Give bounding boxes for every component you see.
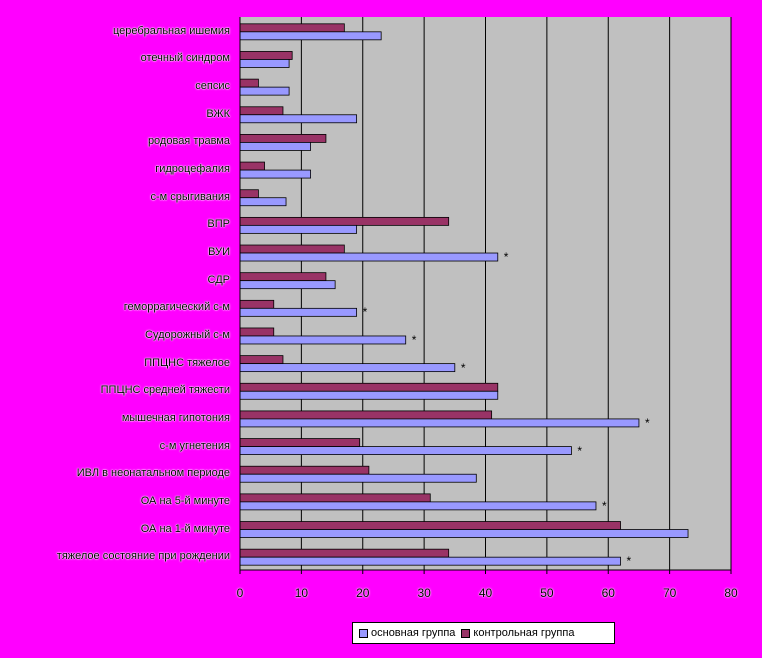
bar-main-group	[239, 335, 407, 345]
gridlines	[300, 17, 732, 570]
tick-label: 70	[662, 586, 677, 600]
bar-main-group	[239, 31, 382, 41]
significance-star: *	[460, 360, 466, 375]
category-label: ППЦНС тяжелое	[144, 356, 230, 369]
bar-main-group	[239, 142, 311, 151]
legend-label-main: основная группа	[371, 627, 456, 639]
bar-control-group	[239, 355, 284, 365]
bar-control-group	[239, 382, 499, 392]
tick-label: 0	[236, 586, 244, 600]
significance-star: *	[362, 305, 368, 320]
bar-control-group	[239, 189, 259, 199]
bar-control-group	[239, 244, 345, 254]
bar-control-group	[239, 438, 361, 447]
significance-star: *	[644, 415, 650, 430]
bar-control-group	[239, 51, 293, 60]
significance-star: *	[503, 250, 509, 265]
legend-swatch-control	[461, 628, 471, 638]
category-label: родовая травма	[147, 135, 230, 148]
bar-main-group	[239, 390, 499, 400]
tick-label: 80	[724, 586, 738, 600]
category-label: ИВЛ в неонатальном периоде	[76, 467, 230, 480]
tick-label: 20	[356, 586, 370, 600]
bar-control-group	[239, 493, 431, 503]
bar-control-group	[239, 216, 450, 226]
bar-control-group	[239, 134, 327, 143]
legend-label-control: контрольная группа	[473, 627, 575, 639]
category-label: ППЦНС средней тяжести	[100, 384, 230, 397]
significance-star: *	[577, 443, 583, 458]
bar-main-group	[239, 169, 311, 179]
legend-swatch-main	[359, 628, 368, 638]
category-label: сепсис	[195, 80, 230, 93]
category-label: мышечная гипотония	[121, 411, 230, 424]
category-label: ОА на 5-й минуте	[140, 494, 230, 507]
bar-main-group	[239, 224, 358, 234]
legend: основная группа контрольная группа	[352, 622, 615, 644]
significance-star: *	[626, 554, 632, 569]
category-label: с-м срыгивания	[150, 190, 230, 203]
category-label: геморрагический с-м	[123, 301, 230, 314]
significance-star: *	[601, 498, 607, 513]
tick-label: 10	[294, 586, 309, 600]
category-label: тяжелое состояние при рождении	[56, 550, 230, 563]
legend-item-main: основная группа	[359, 627, 455, 639]
bars	[239, 23, 689, 566]
bar-main-group	[239, 473, 477, 483]
tick-label: 30	[417, 586, 431, 600]
category-label: Судорожный с-м	[145, 328, 230, 341]
category-label: ВУИ	[208, 246, 230, 259]
bar-control-group	[239, 23, 345, 33]
bar-main-group	[239, 446, 572, 455]
bar-control-group	[239, 327, 275, 337]
category-label: с-м угнетения	[159, 439, 230, 452]
bar-main-group	[239, 280, 336, 290]
bar-main-group	[239, 59, 290, 68]
category-label: СДР	[207, 273, 231, 286]
significance-star: *	[411, 332, 417, 347]
legend-item-control: контрольная группа	[461, 627, 574, 639]
bar-main-group	[239, 86, 290, 96]
bar-main-group	[239, 418, 640, 428]
tick-label: 60	[601, 586, 615, 600]
category-label: гидроцефалия	[155, 163, 230, 176]
bar-control-group	[239, 272, 327, 282]
category-label: ВЖК	[206, 107, 230, 120]
bar-control-group	[239, 465, 370, 475]
category-label: ВПР	[207, 218, 230, 231]
bar-control-group	[239, 78, 259, 88]
bar-control-group	[239, 161, 265, 171]
bar-main-group	[239, 197, 287, 207]
bar-control-group	[239, 521, 621, 530]
bar-control-group	[239, 106, 284, 116]
bar-main-group	[239, 363, 456, 373]
bar-main-group	[239, 501, 597, 511]
tick-label: 50	[540, 586, 554, 600]
category-label: отечный синдром	[140, 52, 230, 65]
x-axis-ticks	[239, 570, 732, 574]
bar-main-group	[239, 529, 689, 538]
bar-main-group	[239, 252, 499, 262]
bar-control-group	[239, 548, 450, 558]
bar-main-group	[239, 114, 358, 124]
bar-main-group	[239, 556, 621, 566]
tick-label: 40	[478, 586, 493, 600]
bar-main-group	[239, 307, 358, 317]
bar-control-group	[239, 299, 275, 309]
category-label: ОА на 1-й минуте	[140, 522, 230, 535]
bar-control-group	[239, 410, 493, 420]
category-label: церебральная ишемия	[112, 24, 230, 37]
